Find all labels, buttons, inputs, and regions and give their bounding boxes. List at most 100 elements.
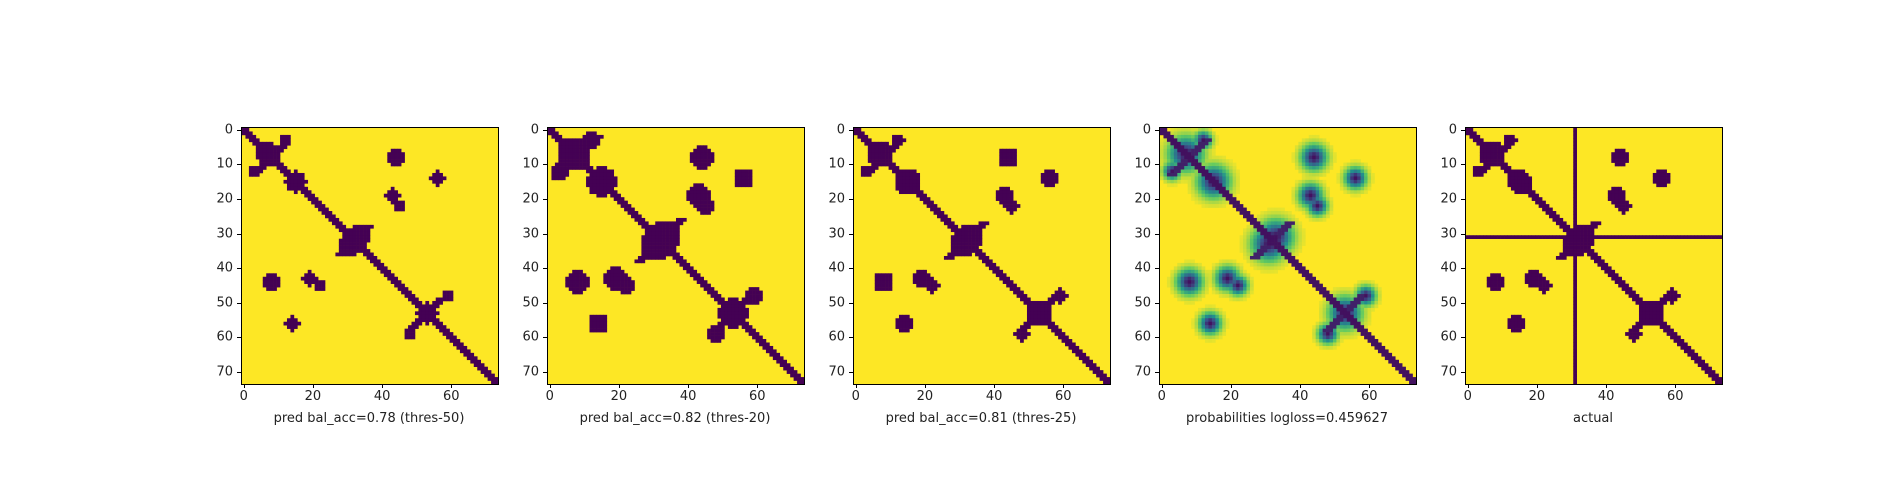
heatmap-cell: [1343, 311, 1348, 316]
heatmap-cell: [1322, 138, 1327, 143]
heatmap-cell: [741, 314, 746, 319]
heatmap-cell: [484, 366, 488, 371]
heatmap-cell: [755, 339, 760, 343]
heatmap-cell: [916, 193, 921, 198]
heatmap-cell: [985, 256, 990, 260]
heatmap-cell: [1030, 300, 1035, 305]
heatmap-cell: [432, 307, 437, 312]
heatmap-cell: [1638, 321, 1643, 326]
heatmap-cell: [1562, 224, 1567, 229]
heatmap-cell: [741, 307, 746, 312]
heatmap-cell: [1225, 276, 1230, 281]
heatmap-cell: [1353, 186, 1358, 191]
heatmap-cell: [1249, 228, 1254, 233]
heatmap-cell: [1184, 297, 1188, 302]
heatmap-cell: [1225, 321, 1230, 326]
heatmap-cell: [1211, 276, 1216, 281]
heatmap-cell: [276, 159, 281, 163]
heatmap-cell: [1504, 166, 1508, 170]
heatmap-cell: [738, 172, 743, 177]
heatmap-cell: [1201, 193, 1206, 198]
heatmap-cell: [259, 148, 264, 153]
heatmap-cell: [1590, 249, 1595, 253]
heatmap-cell: [1580, 242, 1584, 246]
heatmap-cell: [321, 204, 326, 208]
heatmap-cell: [1350, 190, 1355, 195]
heatmap-cell: [1367, 166, 1372, 170]
heatmap-cell: [1486, 155, 1491, 160]
heatmap-cell: [1402, 366, 1406, 371]
heatmap-cell: [1346, 290, 1351, 295]
heatmap-cell: [435, 300, 440, 305]
heatmap-cell: [871, 169, 876, 174]
heatmap-cell: [662, 228, 666, 233]
heatmap-cell: [1163, 152, 1168, 156]
heatmap-cell: [579, 166, 583, 170]
heatmap-cell: [1198, 328, 1202, 333]
heatmap-cell: [926, 200, 931, 205]
heatmap-cell: [1479, 235, 1484, 239]
heatmap-cell: [1673, 332, 1678, 336]
heatmap-cell: [421, 311, 426, 316]
heatmap-cell: [1204, 290, 1209, 295]
heatmap-cell: [874, 273, 879, 278]
heatmap-cell: [325, 207, 329, 212]
heatmap-cell: [1677, 335, 1681, 340]
heatmap-cell: [572, 162, 576, 167]
heatmap-cell: [765, 349, 770, 354]
heatmap-cell: [408, 294, 412, 298]
heatmap-cell: [425, 300, 430, 305]
heatmap-cell: [1187, 145, 1192, 150]
heatmap-cell: [1047, 314, 1052, 319]
heatmap-cell: [895, 176, 900, 181]
heatmap-cell: [435, 304, 440, 309]
heatmap-cell: [1270, 259, 1275, 264]
heatmap-cell: [1364, 332, 1368, 336]
heatmap-cell: [1583, 245, 1588, 250]
heatmap-cell: [874, 141, 879, 146]
heatmap-cell: [1542, 235, 1546, 239]
heatmap-cell: [1343, 183, 1348, 188]
heatmap-cell: [710, 152, 715, 156]
heatmap-cell: [548, 128, 552, 132]
heatmap-cell: [1618, 207, 1622, 212]
heatmap-cell: [1573, 169, 1577, 174]
heatmap-cell: [892, 138, 896, 143]
heatmap-cell: [1277, 235, 1282, 239]
heatmap-cell: [1173, 280, 1178, 284]
heatmap-cell: [1040, 172, 1045, 177]
heatmap-cell: [1329, 300, 1334, 305]
heatmap-cell: [435, 179, 440, 184]
heatmap-cell: [1614, 197, 1619, 201]
heatmap-cell: [401, 287, 405, 291]
heatmap-cell: [1222, 321, 1227, 326]
heatmap-cell: [717, 297, 722, 302]
heatmap-cell: [1322, 162, 1327, 167]
heatmap-cell: [579, 162, 583, 167]
heatmap-cell: [1204, 276, 1209, 281]
heatmap-cell: [568, 287, 573, 291]
heatmap-cell: [1580, 249, 1584, 253]
heatmap-cell: [1500, 166, 1505, 170]
heatmap-cell: [933, 207, 938, 212]
heatmap-cell: [592, 141, 597, 146]
heatmap-cell: [1194, 166, 1199, 170]
heatmap-cell: [745, 183, 749, 188]
heatmap-cell: [1621, 211, 1626, 215]
heatmap-cell: [1659, 314, 1664, 319]
heatmap-cell: [871, 148, 876, 153]
heatmap-cell: [1047, 169, 1052, 174]
heatmap-cell: [930, 280, 934, 284]
heatmap-cell: [703, 280, 708, 284]
heatmap-cell: [1343, 287, 1348, 291]
heatmap-cell: [1322, 342, 1327, 347]
heatmap-cell: [1535, 280, 1539, 284]
heatmap-cell: [582, 134, 587, 139]
heatmap-cell: [1322, 314, 1327, 319]
heatmap-cell: [603, 190, 608, 195]
heatmap-cell: [867, 141, 872, 146]
heatmap-cell: [480, 366, 485, 371]
heatmap-cell: [1198, 190, 1202, 195]
heatmap-cell: [470, 359, 475, 364]
heatmap-cell: [1218, 283, 1223, 288]
